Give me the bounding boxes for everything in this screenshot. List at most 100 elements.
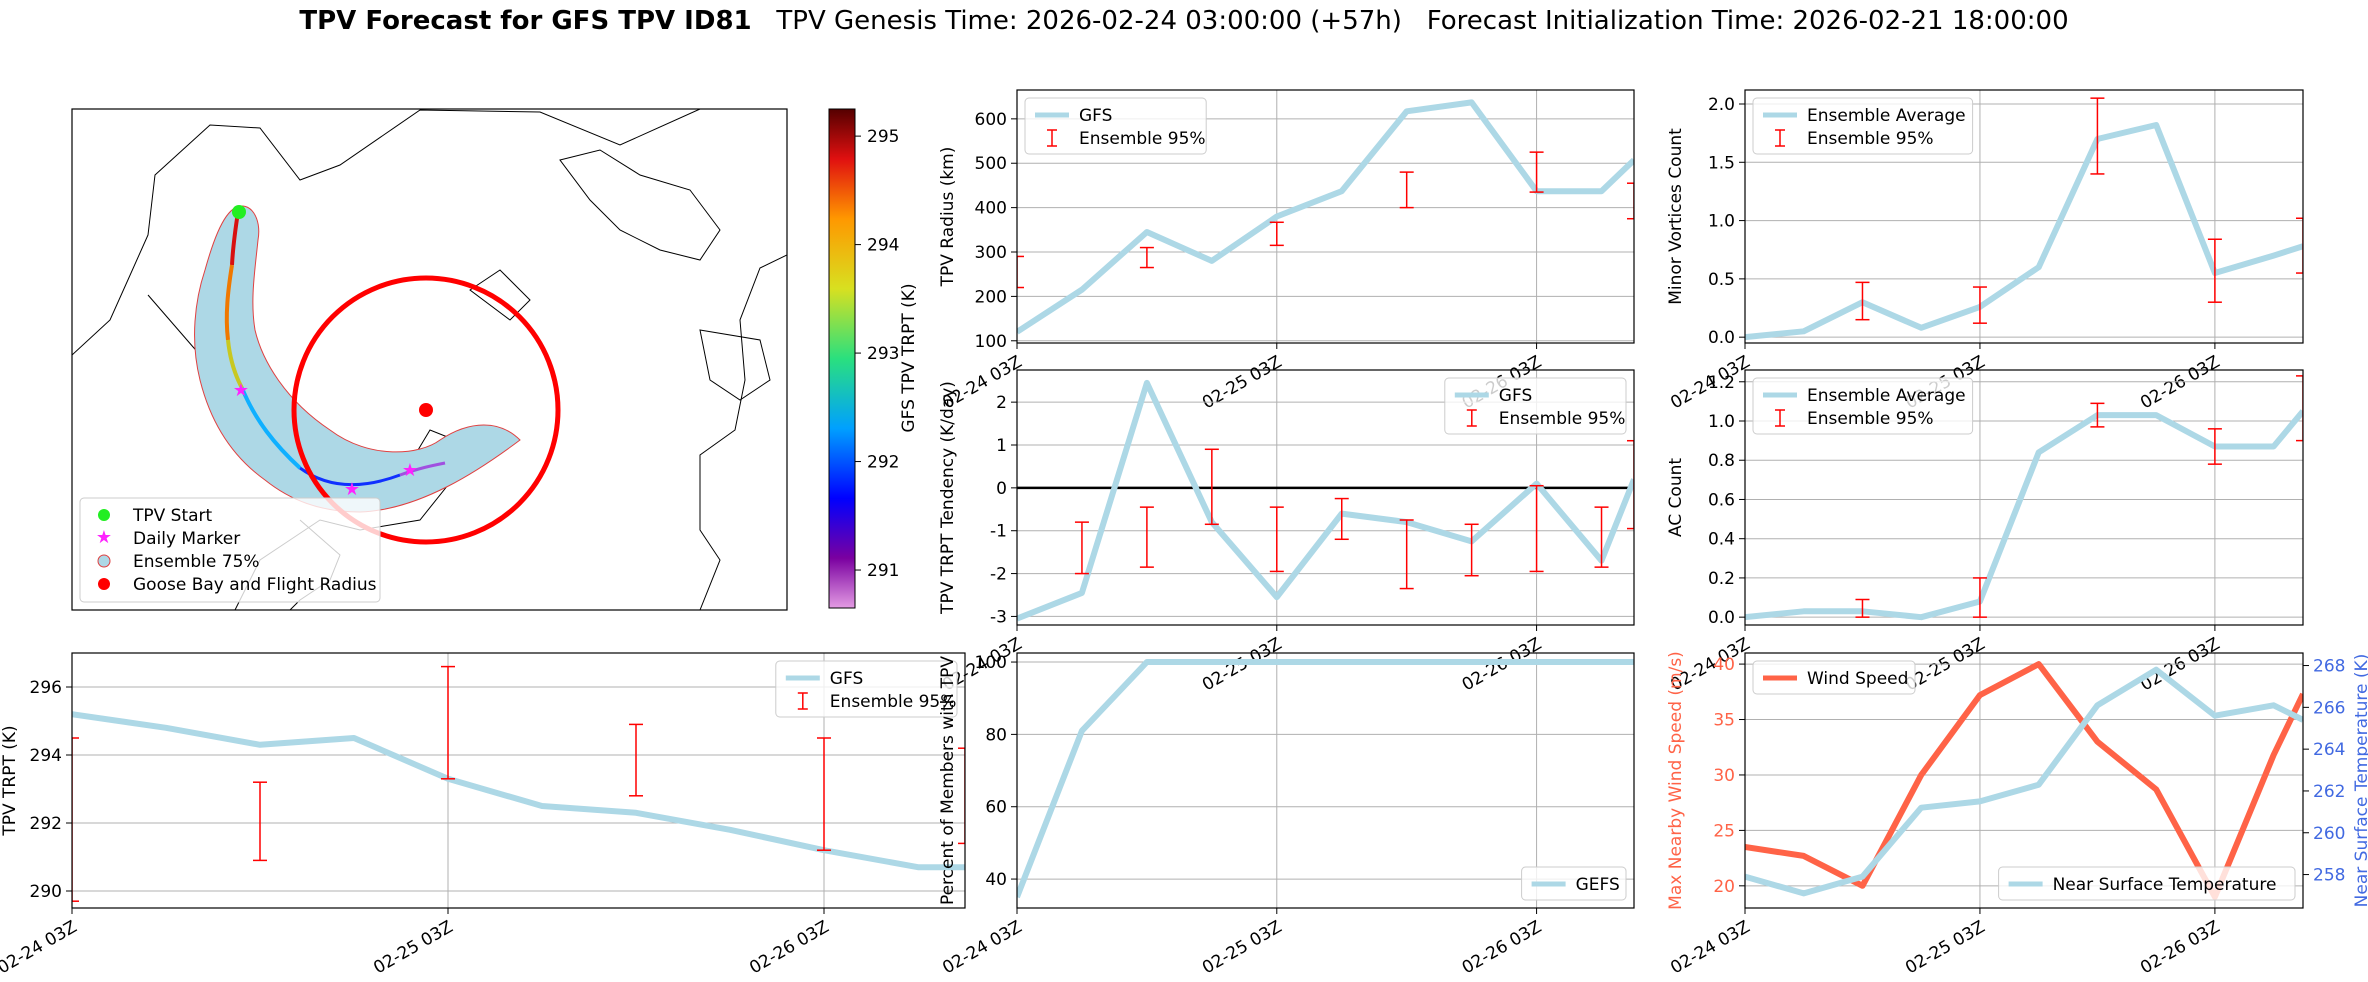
x-tick-label: 02-25 03Z (370, 917, 456, 978)
x-tick-label: 02-26 03Z (746, 917, 832, 978)
legend-box (1024, 97, 1207, 155)
y2-tick-label: 260 (2313, 824, 2345, 844)
legend-label: Ensemble Average (1807, 106, 1966, 126)
legend-label: Ensemble 95% (1807, 409, 1934, 429)
errorbar (1399, 171, 1414, 209)
series-line-ensemble-average (1745, 409, 2303, 621)
errorbar (2090, 97, 2105, 175)
series-line-gfs (1017, 99, 1634, 335)
colorbar-ticks: 291 292 293 294 295 (855, 127, 899, 581)
y-tick-label: 80 (985, 725, 1007, 745)
y-tick-label: 2.0 (1708, 95, 1735, 115)
y-tick-label: 1.0 (1708, 412, 1735, 432)
plot-frame (1016, 652, 1635, 909)
legend-label: GFS (1499, 386, 1532, 406)
plot-area (1745, 97, 2303, 341)
legend-daily-icon: ★ (96, 527, 112, 548)
y-tick-label: 100 (975, 653, 1007, 673)
errorbar (441, 665, 455, 780)
y2-tick-label: 258 (2313, 866, 2345, 886)
y-tick-label: 0.4 (1708, 530, 1735, 550)
errorbar (72, 737, 79, 902)
errorbar (1529, 151, 1544, 193)
series-line-near-surface-temperature (1745, 666, 2303, 897)
errorbar (1855, 281, 1870, 321)
y-axis-label: TPV Radius (km) (938, 147, 958, 288)
y-tick-label: 500 (975, 154, 1007, 174)
plot-area (1017, 659, 1634, 899)
y-tick-label: 25 (1713, 821, 1735, 841)
map-panel: ★ ★ ★ TPV Start ★ Daily Marker Ensemble … (71, 108, 919, 611)
errorbar (1269, 506, 1284, 573)
plot-frame (1744, 89, 2304, 344)
y-tick-label: 400 (975, 199, 1007, 219)
daily-marker-1: ★ (233, 380, 249, 401)
y-tick-label: 296 (30, 678, 62, 698)
y-tick-label: -2 (990, 565, 1007, 585)
legend-label: Wind Speed (1807, 669, 1908, 689)
x-tick-label: 02-26 03Z (1459, 917, 1545, 978)
title-init: Forecast Initialization Time: 2026-02-21… (1426, 6, 2069, 36)
legend-box (1752, 97, 1974, 155)
errorbar (1972, 577, 1987, 618)
errorbar (1464, 523, 1479, 577)
y-tick-label: 30 (1713, 766, 1735, 786)
errorbar (1399, 519, 1414, 590)
errorbar (1627, 439, 1634, 530)
legend-box (1752, 377, 1974, 435)
chart-ac-count: 0.00.20.40.60.81.01.202-24 03Z 02-25 03Z 0… (1666, 369, 2304, 695)
colorbar (828, 108, 856, 609)
ensemble-75-area (194, 205, 521, 513)
y2-axis-label: Near Surface Temperature (K) (2352, 654, 2368, 908)
x-tick-label: 02-26 03Z (2137, 917, 2223, 978)
goose-bay-marker (419, 403, 433, 417)
y-tick-label: 0.0 (1708, 608, 1735, 628)
errorbar (1017, 255, 1024, 289)
y2-tick-label: 264 (2313, 740, 2345, 760)
y-axis-label: Minor Vortices Count (1666, 128, 1686, 305)
daily-marker-2: ★ (344, 479, 360, 500)
y-tick-label: 200 (975, 287, 1007, 307)
y-tick-label: -1 (990, 522, 1007, 542)
errorbar (2296, 375, 2303, 442)
legend-label: Near Surface Temperature (2053, 875, 2277, 895)
daily-marker-3: ★ (402, 460, 418, 481)
y-tick-label: 300 (975, 243, 1007, 263)
y-tick-label: 290 (30, 882, 62, 902)
plot-area (72, 665, 965, 902)
y-tick-label: 60 (985, 798, 1007, 818)
legend-daily-label: Daily Marker (133, 529, 240, 549)
plot-area (1745, 375, 2303, 621)
legend-label: GFS (830, 669, 863, 689)
map-coastline-islands (469, 149, 771, 401)
tpv-track-purple (399, 461, 446, 477)
chart-percent-members: 40 60 80 100 02-24 03Z 02-25 03Z 02-26 03Z Perc… (938, 652, 1635, 978)
title-bold: TPV Forecast for GFS TPV ID81 (299, 6, 752, 36)
legend-label: Ensemble 95% (1079, 129, 1206, 149)
errorbar (629, 723, 643, 797)
y-tick-label: 0.6 (1708, 490, 1735, 510)
legend-ensemble-label: Ensemble 75% (133, 552, 260, 572)
x-tick-label: 02-25 03Z (1199, 917, 1285, 978)
errorbar (1855, 598, 1870, 618)
errorbar (2207, 428, 2222, 465)
colorbar-tick-label: 294 (867, 236, 899, 256)
errorbar (253, 781, 267, 862)
x-tick-label: 02-24 03Z (939, 917, 1025, 978)
errorbar (2207, 238, 2222, 303)
legend-label: Ensemble 95% (1807, 129, 1934, 149)
legend-start-label: TPV Start (132, 506, 213, 526)
y-tick-label: 1.0 (1708, 212, 1735, 232)
errorbar (2296, 217, 2303, 274)
y2-tick-label: 266 (2313, 698, 2345, 718)
y-tick-label: 294 (30, 746, 62, 766)
errorbar (1074, 521, 1089, 575)
title-genesis: TPV Genesis Time: 2026-02-24 03:00:00 (+… (776, 6, 1402, 36)
colorbar-tick-label: 291 (867, 561, 899, 581)
legend-box (1752, 660, 1916, 695)
legend-box (1998, 866, 2296, 901)
y2-tick-label: 268 (2313, 657, 2345, 677)
